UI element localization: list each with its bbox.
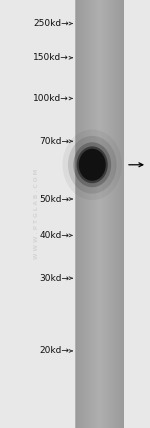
Bar xyxy=(77,0,78,428)
Ellipse shape xyxy=(79,149,106,181)
Bar xyxy=(110,0,112,428)
Text: W W W . P T G L A B . C O M: W W W . P T G L A B . C O M xyxy=(33,169,39,259)
Text: 40kd→: 40kd→ xyxy=(39,231,69,240)
Text: 30kd→: 30kd→ xyxy=(39,273,69,283)
Bar xyxy=(95,0,96,428)
Bar xyxy=(96,0,97,428)
Bar xyxy=(120,0,121,428)
Ellipse shape xyxy=(73,143,111,187)
Bar xyxy=(113,0,114,428)
Bar xyxy=(76,0,77,428)
Text: 100kd→: 100kd→ xyxy=(33,94,69,103)
Bar xyxy=(85,0,86,428)
Bar xyxy=(115,0,116,428)
Bar xyxy=(84,0,85,428)
Bar xyxy=(100,0,101,428)
Text: 70kd→: 70kd→ xyxy=(39,137,69,146)
Bar xyxy=(121,0,122,428)
Bar xyxy=(109,0,110,428)
Bar xyxy=(116,0,118,428)
Text: 20kd→: 20kd→ xyxy=(39,346,69,356)
Ellipse shape xyxy=(63,130,122,200)
Text: 50kd→: 50kd→ xyxy=(39,194,69,204)
Bar xyxy=(102,0,103,428)
Bar xyxy=(78,0,79,428)
Bar xyxy=(107,0,108,428)
Bar xyxy=(104,0,106,428)
Bar xyxy=(92,0,94,428)
Bar xyxy=(101,0,102,428)
Bar xyxy=(90,0,91,428)
Bar xyxy=(79,0,80,428)
Bar xyxy=(86,0,88,428)
Text: 250kd→: 250kd→ xyxy=(33,19,69,28)
Bar xyxy=(118,0,119,428)
Bar xyxy=(94,0,95,428)
Bar xyxy=(108,0,109,428)
Bar xyxy=(89,0,90,428)
Bar xyxy=(82,0,83,428)
Ellipse shape xyxy=(77,146,108,183)
Text: 150kd→: 150kd→ xyxy=(33,53,69,62)
Bar xyxy=(106,0,107,428)
Bar xyxy=(98,0,100,428)
Bar xyxy=(88,0,89,428)
Bar xyxy=(80,0,82,428)
Bar xyxy=(119,0,120,428)
Bar xyxy=(83,0,84,428)
Bar xyxy=(114,0,115,428)
Ellipse shape xyxy=(68,136,117,194)
Bar xyxy=(97,0,98,428)
Bar xyxy=(75,0,123,428)
Bar xyxy=(91,0,92,428)
Bar xyxy=(122,0,124,428)
Bar xyxy=(112,0,113,428)
Bar xyxy=(103,0,104,428)
